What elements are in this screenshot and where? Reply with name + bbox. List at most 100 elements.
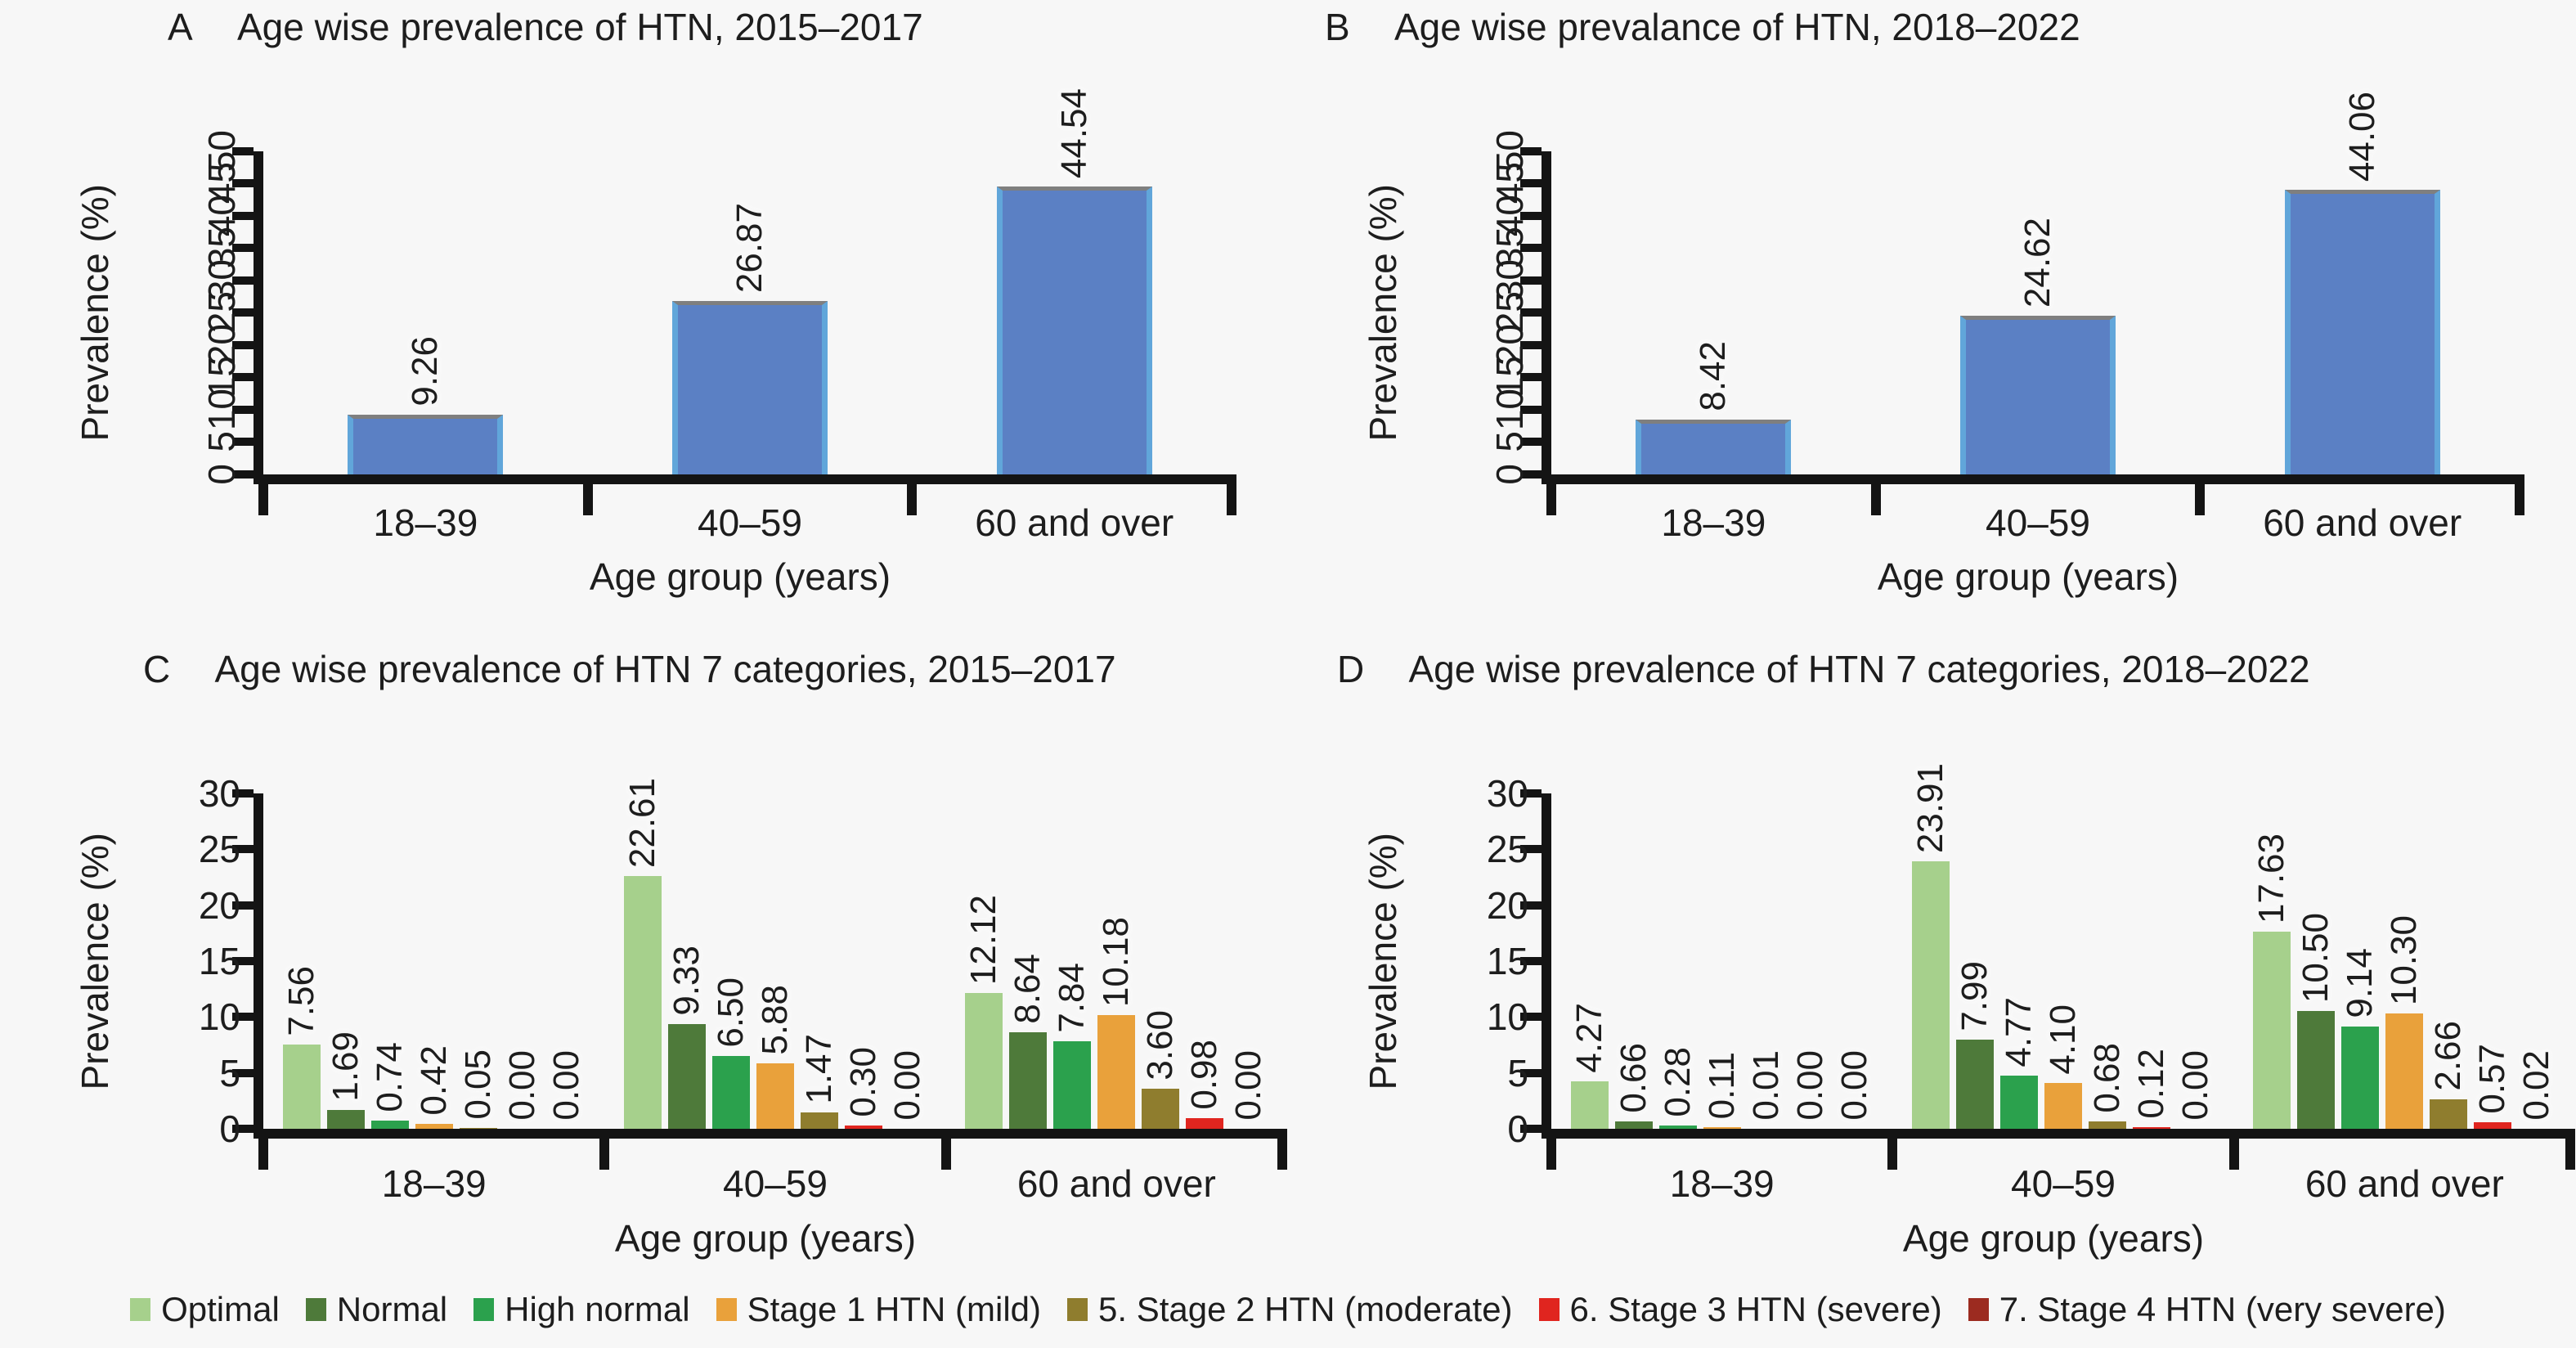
- x-tick: [258, 1139, 268, 1170]
- y-tick: [1520, 244, 1542, 252]
- panel-d-x-axis-label: Age group (years): [1902, 1217, 2205, 1260]
- bar: [668, 1024, 706, 1129]
- y-tick-label: 20: [1486, 884, 1528, 927]
- bar: [2000, 1076, 2038, 1129]
- bar-value-label: 4.77: [1999, 997, 2039, 1067]
- bar: [327, 1110, 365, 1129]
- bar: [712, 1056, 750, 1129]
- y-tick: [1520, 957, 1542, 965]
- panel-d-x-category-labels: 18–39 40–59 60 and over: [1551, 1162, 2575, 1206]
- x-tick: [1227, 484, 1236, 515]
- bar-value-label: 4.27: [1569, 1003, 1609, 1073]
- x-tick-label: 40–59: [723, 1162, 828, 1205]
- y-tick-label: 25: [198, 828, 240, 870]
- bar: [1571, 1081, 1609, 1129]
- y-tick-label: 10: [1486, 995, 1528, 1038]
- legend-item: Stage 1 HTN (mild): [716, 1289, 1041, 1330]
- bar: [1615, 1121, 1653, 1129]
- panel-a-x-axis-label: Age group (years): [589, 555, 891, 598]
- x-tick-label: 18–39: [381, 1162, 487, 1205]
- bar-value-label: 0.57: [2472, 1044, 2512, 1114]
- panel-c-letter: C: [143, 648, 171, 690]
- bar: [2285, 190, 2440, 474]
- legend-swatch: [1538, 1298, 1560, 1321]
- bar-value-label: 0.28: [1658, 1047, 1698, 1117]
- x-tick: [2195, 484, 2205, 515]
- bar-value-label: 44.54: [1054, 88, 1094, 178]
- panel-a-title: Age wise prevalence of HTN, 2015–2017: [236, 6, 923, 48]
- x-tick-label: 40–59: [2011, 1162, 2116, 1205]
- y-tick: [1520, 789, 1542, 798]
- panel-c-plot-area: 0 5 10 15 20 25 30 7.56 1.69 0.74 0.42 0.05 0.00 0.00…: [199, 772, 1287, 1170]
- bar-value-label: 0.01: [1746, 1050, 1786, 1121]
- bar-value-label: 6.50: [711, 977, 751, 1048]
- y-tick: [1520, 147, 1542, 155]
- bar-value-label: 0.00: [1834, 1050, 1874, 1121]
- y-tick-label: 30: [1486, 772, 1528, 815]
- y-tick: [232, 1013, 254, 1021]
- y-tick: [1520, 1069, 1542, 1077]
- bar-value-label: 9.26: [405, 336, 445, 407]
- bar-value-label: 23.91: [1910, 762, 1950, 853]
- bar-value-label: 0.00: [2175, 1050, 2215, 1121]
- y-tick-label-text: 50: [1488, 130, 1531, 173]
- y-tick: [1520, 179, 1542, 187]
- x-tick: [1546, 484, 1556, 515]
- bar: [997, 186, 1152, 474]
- legend-swatch: [716, 1298, 737, 1321]
- bar: [348, 415, 503, 474]
- bar: [371, 1121, 409, 1129]
- panel-a-plot-area: 0 5 10 15 20 25 30 35 40 45 50 9.26 26.87 44.54: [200, 88, 1236, 515]
- panel-c: C Age wise prevalence of HTN 7 categorie…: [0, 642, 1288, 1284]
- bar: [1960, 316, 2116, 474]
- y-tick: [232, 212, 254, 220]
- bar-value-label: 10.50: [2296, 912, 2336, 1003]
- x-tick: [2515, 484, 2524, 515]
- bar: [460, 1128, 497, 1129]
- y-tick: [1520, 373, 1542, 381]
- y-tick: [232, 789, 254, 798]
- y-tick: [232, 1125, 254, 1133]
- bar: [1097, 1015, 1135, 1129]
- y-tick: [232, 438, 254, 446]
- bar-value-label: 44.06: [2342, 91, 2382, 182]
- panel-a-y-axis-label: Prevalence (%): [70, 151, 119, 474]
- x-tick: [2229, 1139, 2239, 1170]
- y-tick: [232, 341, 254, 349]
- bar: [801, 1112, 838, 1129]
- legend-item: High normal: [473, 1289, 690, 1330]
- bar-value-label: 0.05: [458, 1049, 498, 1120]
- x-tick-label: 18–39: [373, 501, 478, 544]
- bar-value-label: 8.42: [1693, 341, 1733, 411]
- bar: [2089, 1121, 2126, 1129]
- y-tick-label: 0: [1507, 1108, 1528, 1150]
- panel-c-y-axis-label: Prevalence (%): [70, 793, 119, 1129]
- bar: [1186, 1118, 1223, 1129]
- bar: [1053, 1041, 1091, 1129]
- bar-value-label: 0.68: [2087, 1043, 2127, 1113]
- legend-label: 7. Stage 4 HTN (very severe): [1999, 1290, 2446, 1328]
- y-tick: [1520, 276, 1542, 285]
- bar-value-label: 7.56: [281, 966, 321, 1036]
- bar: [1142, 1089, 1179, 1129]
- panel-b-header: B Age wise prevalance of HTN, 2018–2022: [1288, 5, 2080, 49]
- panel-c-header: C Age wise prevalence of HTN 7 categorie…: [0, 647, 1116, 691]
- y-tick: [1520, 470, 1542, 479]
- bar-value-label: 0.30: [843, 1047, 883, 1117]
- bar-value-label: 0.12: [2131, 1049, 2171, 1119]
- y-tick: [1520, 341, 1542, 349]
- y-tick-label: 20: [198, 884, 240, 927]
- bar-value-label: 12.12: [963, 894, 1003, 985]
- y-axis-label-text: Prevalence (%): [1362, 832, 1404, 1090]
- bar-value-label: 9.33: [666, 946, 707, 1016]
- legend-label: 6. Stage 3 HTN (severe): [1569, 1290, 1942, 1328]
- bar-value-label: 1.47: [799, 1034, 839, 1104]
- bar: [2044, 1083, 2082, 1129]
- x-tick: [907, 484, 917, 515]
- x-tick: [1871, 484, 1881, 515]
- panel-d-plot-area: 0 5 10 15 20 25 30 4.27 0.66 0.28 0.11 0.01 0.00 0.00…: [1487, 763, 2575, 1170]
- panel-a-header: A Age wise prevalence of HTN, 2015–2017: [0, 5, 923, 49]
- bar: [672, 301, 828, 474]
- y-tick: [1520, 1013, 1542, 1021]
- bar: [756, 1063, 794, 1129]
